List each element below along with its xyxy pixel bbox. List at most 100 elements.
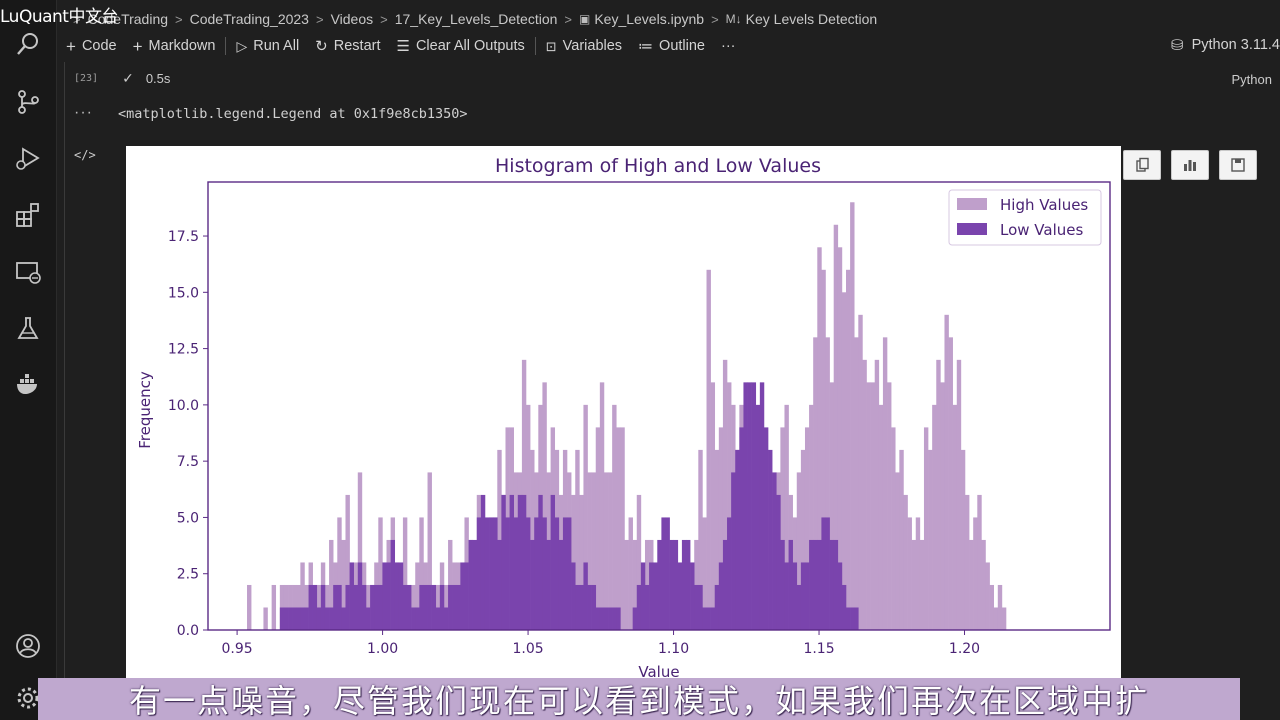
low-bar bbox=[821, 517, 826, 630]
search-icon[interactable] bbox=[14, 30, 42, 58]
breadcrumb-item[interactable]: 17_Key_Levels_Detection bbox=[394, 11, 558, 27]
high-bar bbox=[279, 584, 285, 630]
docker-icon[interactable] bbox=[14, 370, 42, 398]
low-bar bbox=[333, 584, 338, 630]
high-bar bbox=[985, 562, 990, 630]
high-bar bbox=[829, 382, 834, 630]
high-bar bbox=[854, 337, 859, 630]
breadcrumb-item[interactable]: Videos bbox=[330, 11, 374, 27]
low-bar bbox=[841, 584, 847, 630]
histogram-output: Histogram of High and Low Values 0.0 2.5 5… bbox=[126, 146, 1121, 681]
high-bar bbox=[846, 269, 851, 630]
restart-button[interactable]: ↻ Restart bbox=[315, 37, 381, 55]
breadcrumb-item[interactable]: CodeTrading bbox=[87, 11, 169, 27]
low-bar bbox=[484, 517, 490, 630]
low-bar bbox=[546, 539, 551, 630]
high-bar bbox=[378, 517, 383, 630]
remote-explorer-icon[interactable] bbox=[14, 258, 42, 286]
low-bar bbox=[571, 562, 576, 630]
low-bar bbox=[439, 584, 445, 630]
testing-flask-icon[interactable] bbox=[14, 314, 42, 342]
low-bar bbox=[825, 517, 830, 630]
high-bar bbox=[862, 359, 867, 630]
low-bar bbox=[398, 562, 404, 630]
legend-label-low: Low Values bbox=[1000, 221, 1083, 239]
low-bar bbox=[640, 562, 646, 630]
low-bar bbox=[817, 539, 822, 630]
source-control-icon[interactable] bbox=[14, 88, 42, 116]
high-bar bbox=[870, 382, 876, 630]
low-bar bbox=[603, 607, 609, 630]
clear-outputs-button[interactable]: ☰ Clear All Outputs bbox=[396, 37, 525, 55]
low-bar bbox=[386, 562, 391, 630]
low-bar bbox=[476, 517, 482, 630]
high-bar bbox=[821, 269, 826, 630]
low-bar bbox=[829, 539, 834, 630]
high-bar bbox=[981, 539, 986, 630]
low-bar bbox=[320, 584, 326, 630]
low-bar bbox=[768, 449, 773, 630]
x-tick-label: 1.20 bbox=[949, 641, 980, 657]
low-bar bbox=[727, 517, 732, 630]
open-plot-viewer-button[interactable] bbox=[1171, 150, 1209, 180]
low-bar bbox=[394, 562, 400, 630]
copy-output-button[interactable] bbox=[1123, 150, 1161, 180]
high-bar bbox=[1001, 607, 1007, 630]
variables-icon: ⊡ bbox=[545, 38, 557, 54]
add-markdown-button[interactable]: + Markdown bbox=[132, 36, 216, 56]
low-bar bbox=[554, 517, 560, 630]
markdown-icon: M↓ bbox=[725, 12, 742, 26]
high-bar bbox=[989, 584, 994, 630]
high-bar bbox=[911, 539, 917, 630]
y-tick-label: 12.5 bbox=[168, 342, 199, 358]
low-bar bbox=[382, 562, 387, 630]
high-bar bbox=[612, 404, 617, 630]
plus-icon: + bbox=[66, 36, 76, 56]
low-bar bbox=[534, 517, 539, 630]
high-bar bbox=[866, 382, 871, 630]
check-icon: ✓ bbox=[122, 70, 134, 86]
variables-button[interactable]: ⊡ Variables bbox=[545, 38, 623, 54]
y-tick-label: 0.0 bbox=[177, 623, 199, 639]
breadcrumb-item[interactable]: Key Levels Detection bbox=[745, 11, 878, 27]
high-bar bbox=[702, 517, 707, 630]
breadcrumb-item[interactable]: Key_Levels.ipynb bbox=[594, 11, 705, 27]
output-more-icon[interactable]: ··· bbox=[74, 104, 93, 121]
low-bar bbox=[407, 584, 412, 630]
outline-button[interactable]: ≔ Outline bbox=[638, 37, 705, 55]
high-bar bbox=[722, 359, 728, 630]
breadcrumb-item[interactable]: CodeTrading_2023 bbox=[189, 11, 309, 27]
high-bar bbox=[608, 472, 613, 630]
high-bar bbox=[283, 584, 289, 630]
low-bar bbox=[583, 562, 588, 630]
run-all-button[interactable]: ▷ Run All bbox=[236, 38, 300, 54]
low-bar bbox=[772, 472, 777, 630]
cell-language[interactable]: Python bbox=[1231, 72, 1272, 87]
low-bar bbox=[415, 607, 420, 630]
low-bar bbox=[599, 607, 605, 630]
account-icon[interactable] bbox=[14, 632, 42, 660]
kernel-picker[interactable]: ⛁ Python 3.11.4 bbox=[1171, 37, 1280, 54]
clear-outputs-icon: ☰ bbox=[396, 37, 410, 55]
low-bar bbox=[419, 584, 424, 630]
low-bar bbox=[718, 562, 724, 630]
x-tick-label: 1.10 bbox=[658, 641, 689, 657]
low-bar bbox=[324, 607, 330, 630]
high-bar bbox=[632, 539, 638, 630]
low-bar bbox=[288, 607, 293, 630]
save-output-button[interactable] bbox=[1219, 150, 1257, 180]
low-bar bbox=[755, 404, 761, 630]
run-debug-icon[interactable] bbox=[14, 144, 42, 172]
low-bar bbox=[567, 517, 572, 630]
more-actions-button[interactable]: ··· bbox=[721, 38, 736, 54]
high-bar bbox=[850, 202, 855, 630]
add-code-button[interactable]: + Code bbox=[66, 36, 117, 56]
output-renderer-icon[interactable]: </> bbox=[74, 148, 96, 162]
low-bar bbox=[796, 584, 802, 630]
settings-gear-icon[interactable] bbox=[14, 684, 42, 712]
y-axis: 0.0 2.5 5.0 7.5 10.0 12.5 15.0 17.5 bbox=[168, 229, 208, 639]
low-bar bbox=[608, 607, 613, 630]
low-bar bbox=[357, 562, 363, 630]
extensions-icon[interactable] bbox=[14, 201, 42, 229]
high-bar bbox=[616, 427, 621, 630]
